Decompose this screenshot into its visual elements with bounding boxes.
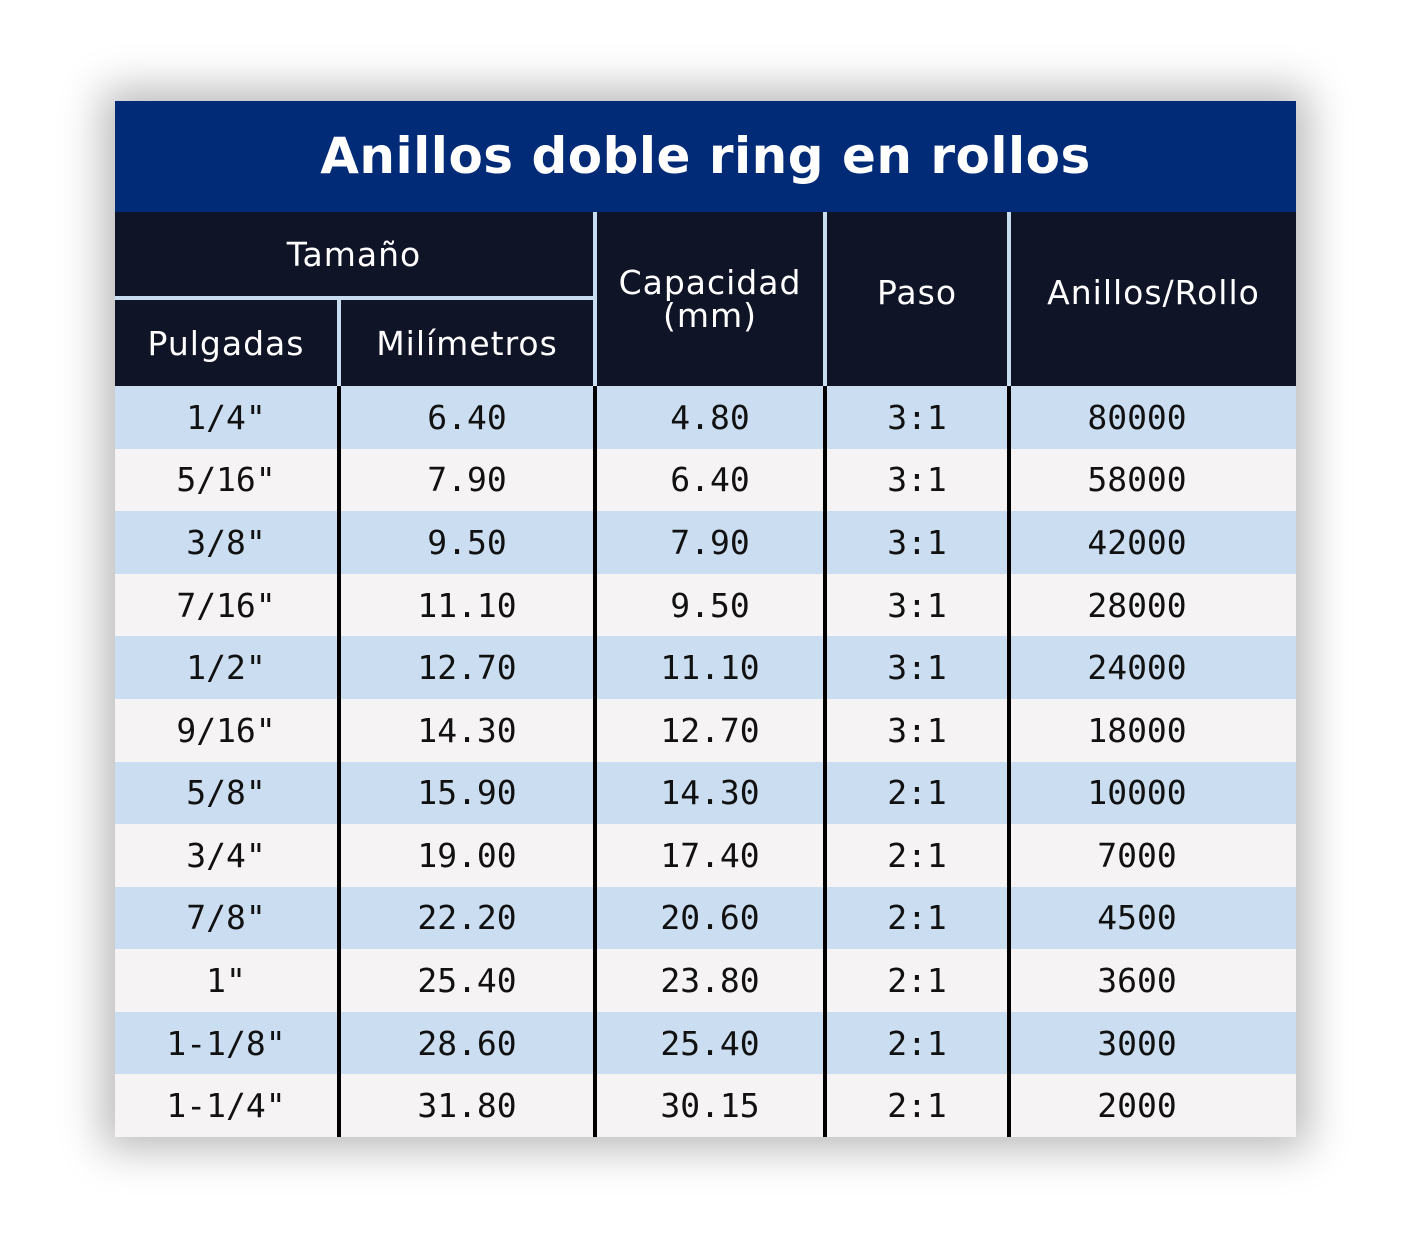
cell-capacidad: 30.15 — [660, 1086, 760, 1126]
cell-paso: 2:1 — [887, 835, 947, 875]
header-tamano: Tamaño — [115, 212, 593, 296]
cell-pulgadas: 5/16" — [176, 460, 276, 500]
cell-capacidad: 11.10 — [660, 648, 760, 688]
table-row: 1-1/8" 28.60 25.40 2:1 3000 — [115, 1011, 1296, 1075]
cell-milimetros: 25.40 — [417, 961, 517, 1001]
header-anillos-rollo: Anillos/Rollo — [1011, 212, 1296, 372]
table-row: 3/8" 9.50 7.90 3:1 42000 — [115, 511, 1296, 574]
cell-capacidad: 23.80 — [660, 961, 760, 1001]
table-row: 9/16" 14.30 12.70 3:1 18000 — [115, 698, 1296, 762]
cell-milimetros: 28.60 — [417, 1023, 517, 1063]
cell-pulgadas: 1/2" — [186, 648, 266, 688]
header-capacidad-line1: Capacidad — [618, 263, 802, 302]
cell-paso: 2:1 — [887, 1086, 947, 1126]
cell-pulgadas: 1-1/8" — [166, 1023, 286, 1063]
cell-capacidad: 9.50 — [670, 585, 750, 625]
table-row: 7/8" 22.20 20.60 2:1 4500 — [115, 886, 1296, 950]
cell-milimetros: 6.40 — [427, 397, 507, 437]
cell-paso: 2:1 — [887, 1023, 947, 1063]
cell-milimetros: 7.90 — [427, 460, 507, 500]
table-row: 1/4" 6.40 4.80 3:1 80000 — [115, 386, 1296, 449]
header-capacidad: Capacidad (mm) — [597, 212, 823, 386]
cell-capacidad: 7.90 — [670, 522, 750, 562]
cell-milimetros: 12.70 — [417, 648, 517, 688]
cell-capacidad: 14.30 — [660, 773, 760, 813]
cell-capacidad: 4.80 — [670, 397, 750, 437]
cell-anillos-rollo: 3600 — [1097, 961, 1177, 1001]
table-row: 3/4" 19.00 17.40 2:1 7000 — [115, 824, 1296, 887]
cell-milimetros: 19.00 — [417, 835, 517, 875]
column-divider — [1007, 386, 1011, 1137]
cell-capacidad: 25.40 — [660, 1023, 760, 1063]
cell-pulgadas: 7/8" — [186, 898, 266, 938]
cell-paso: 2:1 — [887, 773, 947, 813]
header-pulgadas: Pulgadas — [115, 300, 337, 386]
cell-milimetros: 14.30 — [417, 710, 517, 750]
table-row: 7/16" 11.10 9.50 3:1 28000 — [115, 573, 1296, 637]
cell-pulgadas: 3/4" — [186, 835, 266, 875]
header-capacidad-line2: (mm) — [662, 296, 758, 335]
cell-milimetros: 15.90 — [417, 773, 517, 813]
header-divider — [593, 212, 597, 386]
cell-anillos-rollo: 10000 — [1087, 773, 1187, 813]
cell-pulgadas: 3/8" — [186, 522, 266, 562]
column-divider — [337, 386, 341, 1137]
header-divider — [1007, 212, 1011, 386]
column-divider — [593, 386, 597, 1137]
cell-paso: 3:1 — [887, 460, 947, 500]
cell-pulgadas: 1" — [206, 961, 246, 1001]
cell-milimetros: 22.20 — [417, 898, 517, 938]
cell-pulgadas: 1-1/4" — [166, 1086, 286, 1126]
cell-anillos-rollo: 3000 — [1097, 1023, 1177, 1063]
cell-paso: 2:1 — [887, 898, 947, 938]
table-header: Tamaño Pulgadas Milímetros Capacidad (mm… — [115, 212, 1296, 386]
cell-milimetros: 11.10 — [417, 585, 517, 625]
table-title: Anillos doble ring en rollos — [115, 101, 1296, 212]
cell-anillos-rollo: 80000 — [1087, 397, 1187, 437]
header-divider-horizontal — [115, 296, 593, 300]
cell-pulgadas: 9/16" — [176, 710, 276, 750]
cell-paso: 3:1 — [887, 585, 947, 625]
table-row: 1" 25.40 23.80 2:1 3600 — [115, 949, 1296, 1012]
header-divider — [823, 212, 827, 386]
cell-anillos-rollo: 2000 — [1097, 1086, 1177, 1126]
cell-anillos-rollo: 4500 — [1097, 898, 1177, 938]
cell-pulgadas: 5/8" — [186, 773, 266, 813]
cell-milimetros: 9.50 — [427, 522, 507, 562]
cell-anillos-rollo: 18000 — [1087, 710, 1187, 750]
cell-anillos-rollo: 7000 — [1097, 835, 1177, 875]
cell-milimetros: 31.80 — [417, 1086, 517, 1126]
cell-capacidad: 17.40 — [660, 835, 760, 875]
spec-table-card: Anillos doble ring en rollos Tamaño Pulg… — [115, 101, 1296, 1137]
cell-pulgadas: 1/4" — [186, 397, 266, 437]
cell-anillos-rollo: 58000 — [1087, 460, 1187, 500]
header-divider — [337, 300, 341, 386]
table-row: 5/16" 7.90 6.40 3:1 58000 — [115, 448, 1296, 512]
table-body: 1/4" 6.40 4.80 3:1 80000 5/16" 7.90 6.40 3:1 5800… — [115, 386, 1296, 1137]
header-milimetros: Milímetros — [341, 300, 593, 386]
cell-paso: 3:1 — [887, 522, 947, 562]
cell-anillos-rollo: 42000 — [1087, 522, 1187, 562]
cell-paso: 3:1 — [887, 710, 947, 750]
cell-capacidad: 20.60 — [660, 898, 760, 938]
table-row: 1-1/4" 31.80 30.15 2:1 2000 — [115, 1074, 1296, 1137]
cell-pulgadas: 7/16" — [176, 585, 276, 625]
cell-capacidad: 6.40 — [670, 460, 750, 500]
header-paso: Paso — [827, 212, 1007, 372]
cell-paso: 3:1 — [887, 648, 947, 688]
cell-paso: 3:1 — [887, 397, 947, 437]
cell-anillos-rollo: 28000 — [1087, 585, 1187, 625]
cell-capacidad: 12.70 — [660, 710, 760, 750]
cell-anillos-rollo: 24000 — [1087, 648, 1187, 688]
table-row: 1/2" 12.70 11.10 3:1 24000 — [115, 636, 1296, 699]
column-divider — [823, 386, 827, 1137]
cell-paso: 2:1 — [887, 961, 947, 1001]
table-row: 5/8" 15.90 14.30 2:1 10000 — [115, 761, 1296, 825]
